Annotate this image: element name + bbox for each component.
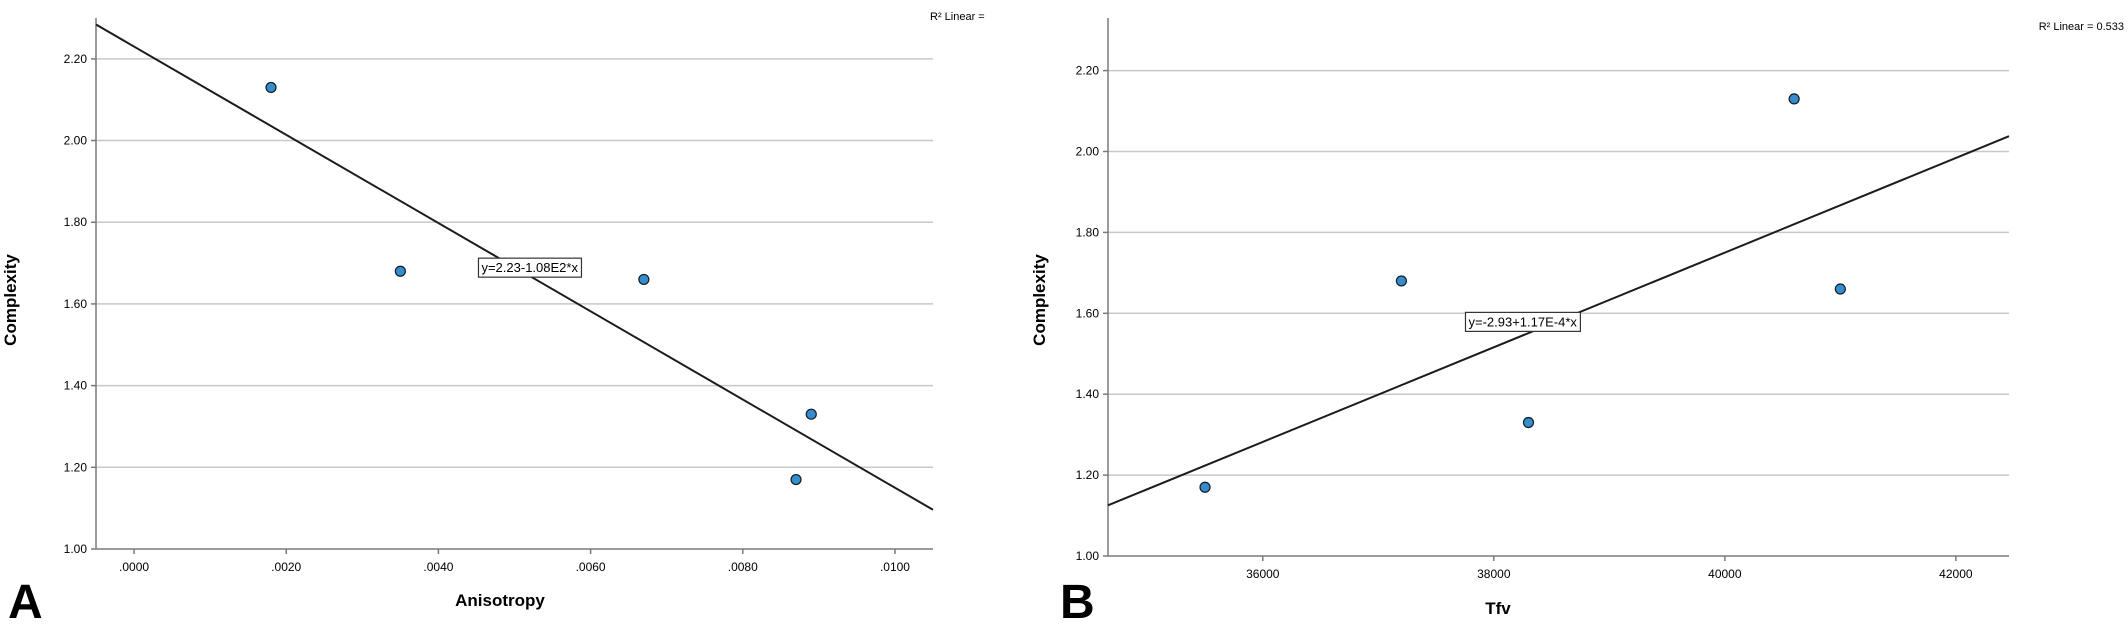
x-tick-label: .0080 (728, 560, 758, 574)
r2-label: R² Linear = 0.533 (2039, 21, 2124, 33)
data-point (1395, 275, 1408, 287)
x-tick-label: .0020 (271, 560, 301, 574)
data-point (790, 473, 802, 486)
data-point (265, 81, 277, 94)
data-point (1834, 283, 1846, 295)
x-tick-label: 36000 (1246, 567, 1280, 581)
y-tick-label: 1.20 (64, 460, 88, 474)
x-tick-label: .0060 (576, 560, 606, 574)
panel-letter: A (8, 576, 43, 624)
y-tick-label: 1.60 (64, 297, 88, 311)
y-axis-title: Complexity (1, 254, 20, 346)
x-tick-label: 42000 (1939, 567, 1973, 581)
fit-equation-label: y=-2.93+1.17E-4*x (1468, 314, 1577, 329)
x-tick-label: 40000 (1708, 567, 1742, 581)
data-point (638, 273, 650, 286)
data-point (1788, 93, 1800, 105)
panel-a: 1.00 1.20 1.40 1.60 1.80 2.00 2.20 .0000 .0020 .0… (1, 11, 985, 624)
y-tick-label: 1.20 (1076, 468, 1100, 482)
fit-equation-box (477, 257, 583, 278)
y-tick-label: 1.40 (1076, 387, 1100, 401)
r2-label: R² Linear = (930, 11, 985, 23)
y-tick-label: 1.80 (1076, 225, 1100, 239)
y-tick-label: 2.20 (1076, 64, 1100, 78)
data-point (394, 265, 406, 277)
x-tick-label: .0040 (423, 560, 453, 574)
y-tick-label: 1.40 (64, 379, 88, 393)
data-point (805, 408, 817, 420)
x-axis-title: Anisotropy (455, 591, 545, 610)
y-tick-label: 1.60 (1076, 306, 1100, 320)
x-tick-label: .0000 (119, 560, 149, 574)
data-point (1199, 481, 1211, 493)
x-axis-title: Tfv (1485, 599, 1511, 618)
y-axis-title: Complexity (1030, 254, 1049, 346)
x-tick-label: 38000 (1477, 567, 1511, 581)
y-tick-label: 2.20 (64, 52, 88, 66)
y-tick-label: 2.00 (1076, 144, 1100, 158)
y-tick-label: 2.00 (64, 134, 88, 148)
panel-b: 1.00 1.20 1.40 1.60 1.80 2.00 2.20 36000 38000 40… (1030, 18, 2124, 624)
y-tick-label: 1.00 (1076, 549, 1100, 563)
fit-equation-label: y=2.23-1.08E2*x (481, 260, 578, 275)
data-point (1522, 416, 1535, 429)
x-tick-label: .0100 (880, 560, 910, 574)
y-tick-label: 1.00 (64, 542, 88, 556)
y-tick-label: 1.80 (64, 215, 88, 229)
panel-letter: B (1060, 576, 1095, 624)
fit-equation-box (1464, 311, 1581, 332)
